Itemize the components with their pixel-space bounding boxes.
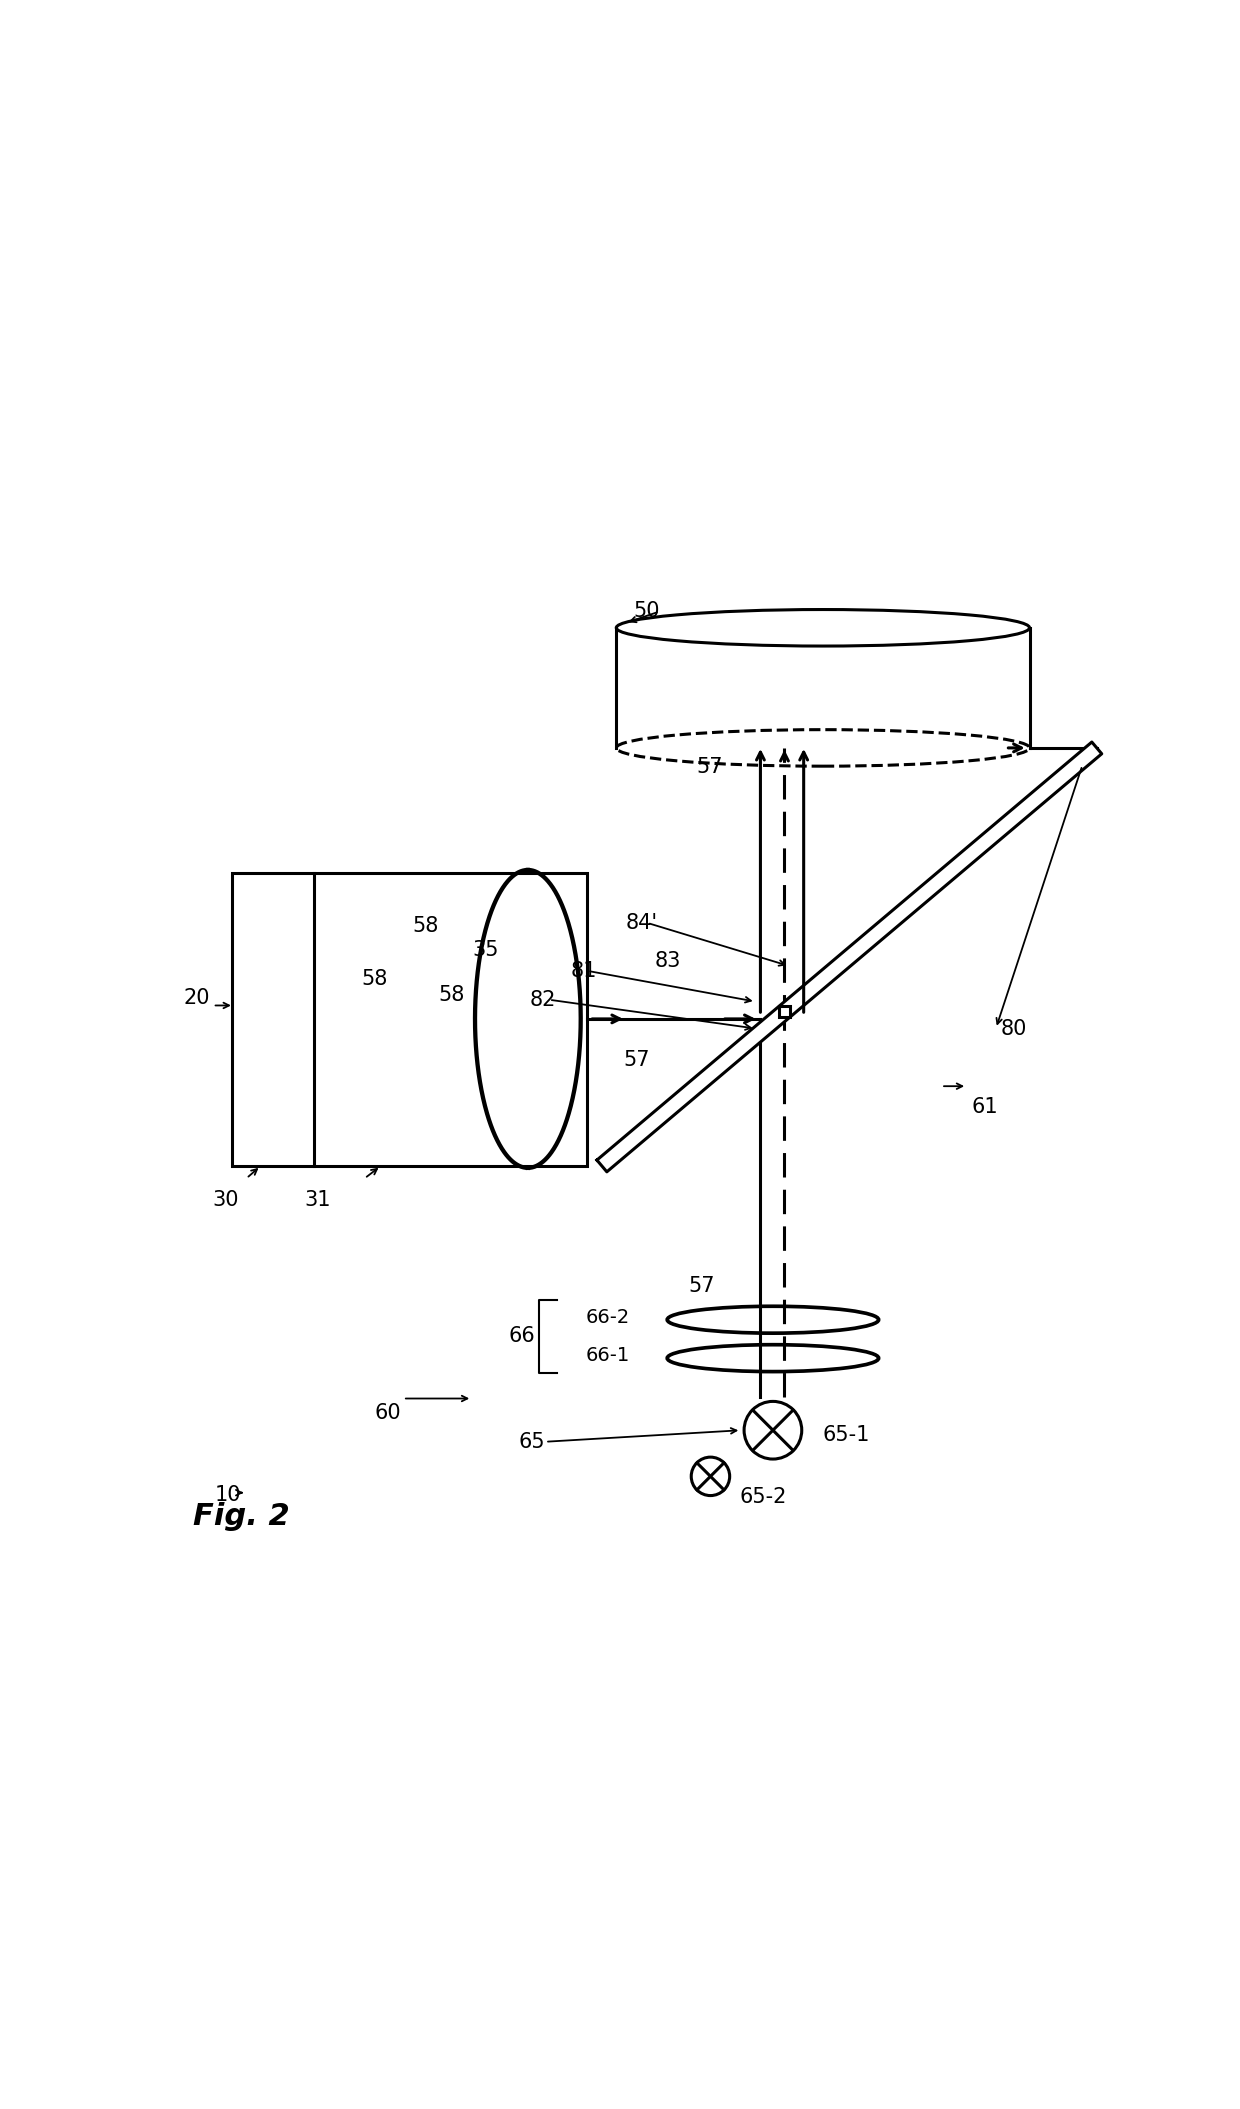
Text: 58: 58: [413, 915, 439, 936]
Text: 83: 83: [655, 951, 681, 972]
Text: 65: 65: [518, 1432, 544, 1451]
Text: 31: 31: [304, 1189, 330, 1211]
Text: 84': 84': [626, 913, 658, 932]
Text: 35: 35: [472, 941, 498, 960]
Text: 57: 57: [688, 1276, 714, 1297]
Text: 65-2: 65-2: [739, 1487, 786, 1508]
Text: 66: 66: [508, 1327, 536, 1346]
Bar: [232, 873, 588, 1166]
Text: 61: 61: [972, 1097, 998, 1118]
Text: 80: 80: [1001, 1019, 1027, 1038]
Text: 20: 20: [184, 987, 211, 1008]
Text: 57: 57: [696, 757, 723, 776]
Text: 66-1: 66-1: [585, 1346, 630, 1365]
Text: 58: 58: [439, 985, 465, 1004]
Text: 66-2: 66-2: [585, 1308, 630, 1327]
Text: 81: 81: [570, 962, 596, 981]
Text: 57: 57: [622, 1050, 650, 1069]
Polygon shape: [596, 742, 1102, 1173]
Bar: [779, 1006, 790, 1017]
Text: 50: 50: [634, 601, 660, 622]
Text: 60: 60: [374, 1402, 401, 1424]
Text: 65-1: 65-1: [823, 1426, 870, 1445]
Text: 58: 58: [362, 968, 388, 989]
Text: Fig. 2: Fig. 2: [193, 1502, 290, 1531]
Text: 10: 10: [215, 1485, 241, 1504]
Text: 30: 30: [213, 1189, 239, 1211]
Text: 82: 82: [529, 989, 557, 1010]
